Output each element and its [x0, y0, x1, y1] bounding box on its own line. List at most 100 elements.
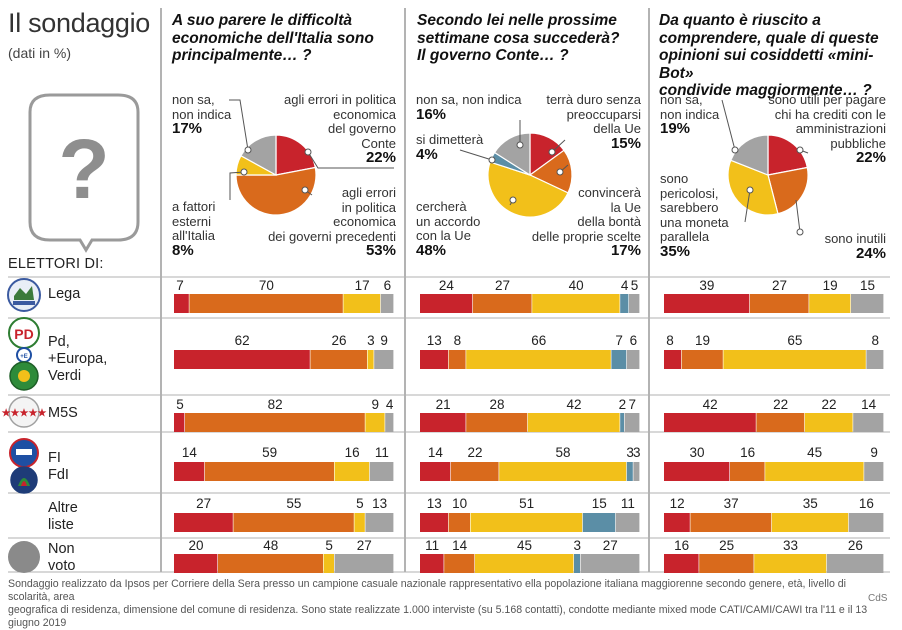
bar-label-q1-row1-seg2: 70	[259, 278, 274, 293]
bar-label-q3-row1-seg2: 27	[772, 278, 787, 293]
bar-q3-row6-seg2	[699, 554, 754, 573]
bar-label-q1-row1-seg1: 7	[176, 278, 184, 293]
q1-value-esterni: 8%	[172, 241, 194, 259]
pie2-slice-2	[528, 149, 573, 194]
bar-label-q2-row4-seg3: 58	[555, 445, 570, 460]
leader-dot	[556, 168, 564, 176]
bar-q3-row4-seg4	[864, 462, 884, 481]
bar-q3-row6-seg3	[754, 554, 827, 573]
bar-q1-row2-seg3	[367, 350, 374, 369]
q1-value-prec: 53%	[365, 242, 396, 259]
bar-q3-row4-seg3	[765, 462, 864, 481]
bar-label-q3-row2-seg4: 8	[871, 333, 879, 348]
q1-label-gov-conte: agli errori in politica economica del go…	[252, 92, 396, 166]
bar-q1-row3-seg2	[185, 413, 365, 432]
bar-q1-row1-seg3	[343, 294, 381, 313]
bar-q3-row5-seg2	[690, 513, 772, 532]
bar-q2-row5-seg2	[448, 513, 470, 532]
bar-q2-row6-seg5	[580, 554, 640, 573]
bar-label-q1-row2-seg3: 3	[367, 333, 375, 348]
q2-value-non-sa: 16%	[416, 105, 447, 123]
leader-line	[795, 199, 801, 233]
bar-label-q3-row5-seg1: 12	[670, 496, 685, 511]
bar-label-q2-row6-seg2: 14	[452, 538, 468, 553]
fdi-logo-icon	[10, 466, 38, 494]
bar-q2-row2-seg2	[448, 350, 466, 369]
bar-q1-row3-seg3	[365, 413, 385, 432]
fi-logo-icon	[9, 438, 39, 468]
bar-label-q2-row6-seg3: 45	[517, 538, 532, 553]
bar-q3-row4-seg1	[664, 462, 730, 481]
bar-q2-row4-seg2	[450, 462, 499, 481]
non-voto-icon	[8, 541, 40, 573]
bar-q1-row4-seg1	[174, 462, 205, 481]
bar-label-q3-row1-seg4: 15	[860, 278, 875, 293]
leader-dot	[796, 228, 804, 236]
bar-q2-row3-seg3	[527, 413, 620, 432]
bar-label-q2-row1-seg3: 40	[569, 278, 584, 293]
bar-q1-row6-seg2	[218, 554, 323, 573]
leader-dot	[304, 148, 312, 156]
leader-dot	[488, 156, 496, 164]
bar-q1-row3-seg4	[385, 413, 394, 432]
bar-q3-row3-seg2	[756, 413, 805, 432]
bar-q3-row1-seg3	[809, 294, 851, 313]
bar-label-q2-row2-seg4: 7	[615, 333, 623, 348]
bar-q3-row1-seg2	[749, 294, 809, 313]
bar-q1-row5-seg3	[354, 513, 365, 532]
verdi-logo-icon	[9, 361, 39, 391]
leader-dot	[301, 186, 309, 194]
leader-line	[744, 189, 751, 223]
bar-label-q1-row6-seg2: 48	[263, 538, 278, 553]
pd-logo-icon: PD	[8, 317, 40, 349]
bar-q1-row6-seg3	[323, 554, 334, 573]
svg-text:?: ?	[58, 122, 109, 216]
bar-label-q3-row3-seg3: 22	[821, 397, 836, 412]
bar-q1-row6-seg4	[334, 554, 394, 573]
bar-q2-row3-seg4	[620, 413, 624, 432]
bar-label-q1-row2-seg2: 26	[331, 333, 346, 348]
bar-q3-row3-seg3	[804, 413, 853, 432]
bar-q2-row2-seg4	[611, 350, 627, 369]
bar-q1-row2-seg2	[310, 350, 367, 369]
bar-label-q1-row4-seg3: 16	[345, 445, 360, 460]
bar-label-q2-row4-seg2: 22	[467, 445, 482, 460]
bar-label-q1-row1-seg4: 6	[384, 278, 392, 293]
bar-q2-row1-seg1	[420, 294, 473, 313]
leader-line	[459, 149, 493, 161]
bar-label-q2-row4-seg4: 3	[626, 445, 634, 460]
leader-dot	[244, 146, 252, 154]
bar-q2-row3-seg1	[420, 413, 466, 432]
svg-text:PD: PD	[14, 326, 33, 342]
bar-label-q2-row1-seg1: 24	[439, 278, 455, 293]
leader-line	[229, 99, 249, 151]
party-label-altre: Altre liste	[48, 500, 78, 533]
bar-label-q3-row6-seg3: 33	[783, 538, 798, 553]
bar-label-q1-row4-seg4: 11	[375, 445, 389, 460]
bar-q1-row2-seg4	[374, 350, 394, 369]
bar-q1-row4-seg2	[204, 462, 334, 481]
bar-label-q1-row6-seg1: 20	[188, 538, 203, 553]
bar-label-q1-row3-seg4: 4	[386, 397, 394, 412]
bar-label-q1-row2-seg1: 62	[235, 333, 250, 348]
q2-value-convincera: 17%	[610, 242, 641, 259]
q3-label-non-sa: non sa, non indica 19%	[660, 92, 720, 137]
pie3-slice-2	[767, 166, 809, 215]
bar-q2-row6-seg2	[444, 554, 475, 573]
q3-label-inutili: sono inutili 24%	[770, 231, 886, 261]
bar-q1-row2-seg1	[174, 350, 310, 369]
bar-q3-row2-seg1	[664, 350, 681, 369]
bar-label-q2-row3-seg4: 2	[619, 397, 627, 412]
bar-label-q2-row1-seg5: 5	[631, 278, 639, 293]
m5s-logo-icon: ★★★★★	[2, 396, 46, 428]
leader-dot	[731, 146, 739, 154]
bar-q2-row5-seg3	[470, 513, 583, 532]
bar-label-q2-row3-seg5: 7	[629, 397, 637, 412]
leader-line	[229, 171, 245, 200]
bar-label-q2-row3-seg1: 21	[436, 397, 451, 412]
q2-value-accordo: 48%	[416, 241, 447, 259]
bar-q2-row4-seg3	[499, 462, 627, 481]
bar-label-q3-row4-seg4: 9	[870, 445, 878, 460]
bar-label-q3-row4-seg1: 30	[689, 445, 704, 460]
bar-label-q2-row2-seg1: 13	[427, 333, 442, 348]
